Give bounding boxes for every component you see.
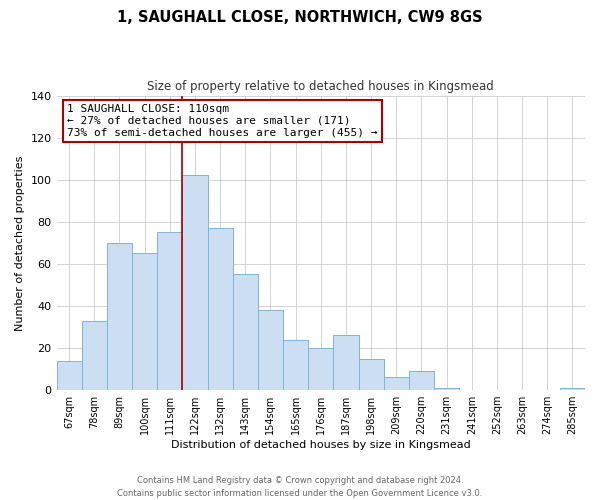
X-axis label: Distribution of detached houses by size in Kingsmead: Distribution of detached houses by size …	[171, 440, 470, 450]
Bar	[208, 228, 233, 390]
Bar	[182, 176, 208, 390]
Title: Size of property relative to detached houses in Kingsmead: Size of property relative to detached ho…	[148, 80, 494, 93]
Bar	[233, 274, 258, 390]
Text: Contains HM Land Registry data © Crown copyright and database right 2024.
Contai: Contains HM Land Registry data © Crown c…	[118, 476, 482, 498]
Bar	[283, 340, 308, 390]
Y-axis label: Number of detached properties: Number of detached properties	[15, 155, 25, 330]
Bar	[359, 358, 383, 390]
Bar	[107, 243, 132, 390]
Bar	[308, 348, 334, 390]
Bar	[334, 336, 359, 390]
Bar	[132, 254, 157, 390]
Bar	[82, 320, 107, 390]
Bar	[383, 378, 409, 390]
Bar	[157, 232, 182, 390]
Bar	[56, 360, 82, 390]
Text: 1, SAUGHALL CLOSE, NORTHWICH, CW9 8GS: 1, SAUGHALL CLOSE, NORTHWICH, CW9 8GS	[117, 10, 483, 25]
Bar	[434, 388, 459, 390]
Bar	[409, 371, 434, 390]
Bar	[258, 310, 283, 390]
Bar	[560, 388, 585, 390]
Text: 1 SAUGHALL CLOSE: 110sqm
← 27% of detached houses are smaller (171)
73% of semi-: 1 SAUGHALL CLOSE: 110sqm ← 27% of detach…	[67, 104, 377, 138]
